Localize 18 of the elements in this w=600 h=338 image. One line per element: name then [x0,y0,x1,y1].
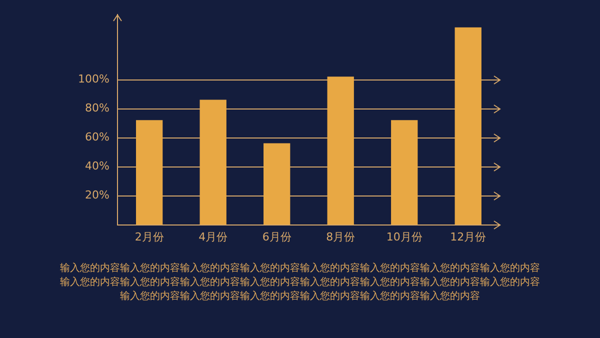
bar [391,120,418,225]
bar [454,27,482,225]
bar [136,120,163,225]
x-tick-label: 8月份 [326,230,356,244]
bar [327,76,354,225]
x-tick-label: 4月份 [198,230,228,244]
x-tick-label: 6月份 [262,230,292,244]
text: 输入您的内容输入您的内容输入您的内容输入您的内容输入您的内容输入您的内容输入您的内容输入您的内容输入您的内容输入您的内容输入您的内容输入您的内容输入您的内容输入您的内容输入您的内容输入您的内容输入您的内容输入您的内容输入您的内容输入您的内容输入您的内容输入您的内容 [60,262,540,304]
y-tick-label: 20% [84,188,110,202]
bar [264,143,290,225]
x-tick-label: 10月份 [386,230,422,244]
y-tick-label: 100% [78,72,110,86]
y-tick-label: 40% [84,160,110,173]
x-tick-label: 2月份 [134,230,164,244]
bar [200,100,226,225]
y-tick-label: 60% [84,130,110,144]
y-tick-label: 80% [84,102,110,115]
x-tick-label: 12月份 [450,230,486,244]
